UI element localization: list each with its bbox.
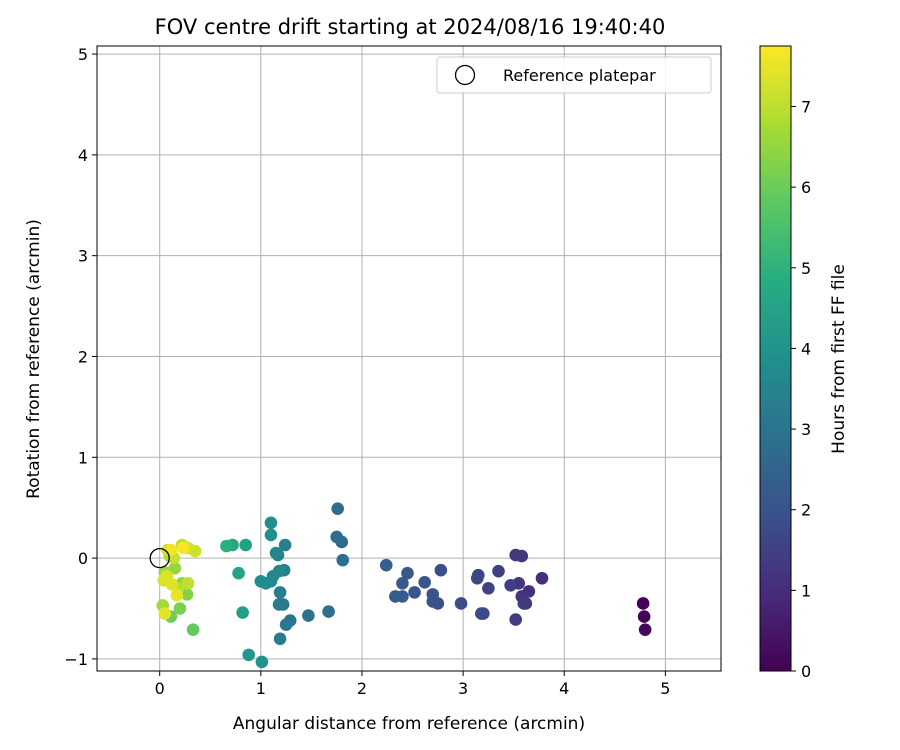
y-tick-label: 4 xyxy=(78,146,88,165)
data-point xyxy=(636,597,650,610)
colorbar-tick-label: 4 xyxy=(801,339,811,358)
y-axis-label: Rotation from reference (arcmin) xyxy=(24,219,44,499)
data-point xyxy=(164,543,178,557)
data-point xyxy=(418,575,431,589)
data-point xyxy=(434,563,448,577)
x-tick-label: 0 xyxy=(155,679,165,698)
y-tick-label: 3 xyxy=(78,247,88,266)
data-point xyxy=(336,553,350,567)
data-point xyxy=(535,571,549,585)
colorbar-ticks: 0 1 2 3 4 5 6 7 xyxy=(791,97,811,681)
y-tick-label: 1 xyxy=(78,448,88,467)
data-point xyxy=(408,586,421,599)
data-point xyxy=(220,539,233,553)
data-point xyxy=(165,578,179,591)
chart-title: FOV centre drift starting at 2024/08/16 … xyxy=(155,15,666,39)
axis-ticks: 0 1 2 3 4 5 −1 0 1 2 3 4 5 xyxy=(64,45,670,698)
x-axis-label: Angular distance from reference (arcmin) xyxy=(233,714,585,734)
data-point xyxy=(322,605,335,618)
data-points xyxy=(149,502,652,669)
data-point xyxy=(236,606,249,619)
colorbar-tick-label: 7 xyxy=(801,97,811,116)
data-point xyxy=(475,607,488,620)
y-tick-label: 0 xyxy=(78,549,88,568)
legend-box xyxy=(436,56,712,94)
data-point xyxy=(454,597,468,610)
data-point xyxy=(330,530,343,544)
data-point xyxy=(302,609,315,622)
data-point xyxy=(181,576,195,590)
data-point xyxy=(401,566,414,580)
data-point xyxy=(279,618,293,631)
x-tick-label: 3 xyxy=(458,679,468,698)
data-point xyxy=(158,607,172,620)
data-point xyxy=(515,549,529,563)
data-point xyxy=(389,590,402,603)
x-tick-label: 4 xyxy=(559,679,569,698)
data-point xyxy=(180,588,194,601)
data-point xyxy=(504,579,517,592)
colorbar-tick-label: 2 xyxy=(801,501,811,520)
data-point xyxy=(264,516,278,530)
data-point xyxy=(517,597,531,610)
colorbar-tick-label: 5 xyxy=(801,259,811,278)
colorbar-tick-label: 0 xyxy=(801,662,811,681)
y-tick-label: −1 xyxy=(64,650,88,669)
data-point xyxy=(254,574,268,588)
data-point xyxy=(492,564,505,578)
data-point xyxy=(168,561,182,575)
data-point xyxy=(170,589,184,602)
data-point xyxy=(379,558,393,572)
data-point xyxy=(396,576,409,590)
data-point xyxy=(176,541,190,555)
data-point xyxy=(173,602,187,615)
data-point xyxy=(278,538,292,552)
data-point xyxy=(186,623,200,636)
colorbar-tick-label: 3 xyxy=(801,420,811,439)
data-point xyxy=(264,528,278,542)
data-point xyxy=(239,538,252,552)
data-point xyxy=(638,623,652,636)
colorbar: 0 1 2 3 4 5 6 7 Hours from first FF file xyxy=(759,45,849,681)
y-tick-label: 5 xyxy=(78,45,88,64)
x-tick-label: 5 xyxy=(660,679,670,698)
data-point xyxy=(255,655,269,669)
plot-frame xyxy=(96,45,722,672)
data-point xyxy=(273,586,287,599)
grid-lines xyxy=(97,46,721,671)
reference-platepar-marker xyxy=(149,547,170,569)
data-point xyxy=(482,582,495,595)
data-point xyxy=(242,648,256,662)
data-point xyxy=(269,546,283,560)
colorbar-label: Hours from first FF file xyxy=(829,264,849,454)
data-point xyxy=(509,613,522,626)
colorbar-tick-label: 1 xyxy=(801,581,811,600)
x-tick-label: 1 xyxy=(256,679,266,698)
data-point xyxy=(273,632,287,646)
data-point xyxy=(426,588,440,601)
data-point xyxy=(232,566,245,580)
legend-entry-reference-platepar: Reference platepar xyxy=(503,66,656,85)
legend-reference-marker xyxy=(454,64,476,86)
data-point xyxy=(272,598,286,611)
legend: Reference platepar xyxy=(436,56,712,94)
data-point xyxy=(331,502,345,516)
x-tick-label: 2 xyxy=(357,679,367,698)
y-tick-label: 2 xyxy=(78,347,88,366)
data-point xyxy=(637,610,651,623)
data-point xyxy=(470,571,484,585)
colorbar-tick-label: 6 xyxy=(801,178,811,197)
colorbar-gradient xyxy=(759,45,792,672)
